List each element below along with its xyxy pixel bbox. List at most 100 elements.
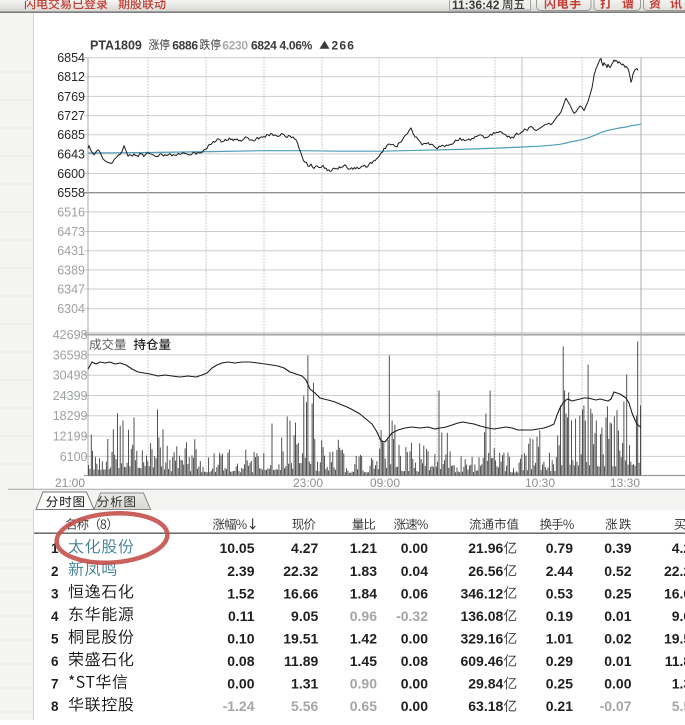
svg-text:1.31: 1.31 [291, 676, 318, 692]
svg-text:5: 5 [51, 632, 59, 647]
svg-text:22.32: 22.32 [283, 563, 318, 579]
svg-text:21.96: 21.96 [468, 540, 503, 556]
svg-text:0.96: 0.96 [350, 608, 377, 624]
svg-text:1.45: 1.45 [350, 653, 377, 669]
svg-text:0.02: 0.02 [604, 631, 631, 647]
svg-text:4: 4 [51, 609, 59, 624]
svg-text:0.53: 0.53 [546, 585, 573, 601]
svg-text:4.27: 4.27 [672, 540, 685, 556]
svg-text:1.31: 1.31 [672, 676, 685, 692]
svg-text:6: 6 [51, 654, 59, 669]
svg-text:0.08: 0.08 [401, 653, 428, 669]
svg-text:0.06: 0.06 [401, 585, 428, 601]
svg-text:-0.32: -0.32 [396, 608, 428, 624]
svg-text:0.25: 0.25 [604, 585, 631, 601]
svg-text:5.55: 5.55 [672, 698, 685, 714]
svg-text:1.21: 1.21 [350, 540, 377, 556]
svg-text:0.25: 0.25 [546, 676, 573, 692]
svg-text:0.65: 0.65 [350, 698, 377, 714]
svg-text:6812: 6812 [57, 70, 85, 84]
svg-text:16.66: 16.66 [283, 585, 318, 601]
svg-text:2.39: 2.39 [227, 563, 254, 579]
svg-text:1.83: 1.83 [350, 563, 377, 579]
svg-text:6769: 6769 [57, 90, 85, 104]
svg-text:13:30: 13:30 [610, 476, 640, 490]
svg-text:3: 3 [51, 586, 59, 601]
svg-text:6824: 6824 [251, 38, 277, 52]
svg-text:6389: 6389 [57, 263, 85, 277]
svg-text:6727: 6727 [57, 109, 85, 123]
svg-text:6100: 6100 [60, 450, 88, 464]
svg-text:42698: 42698 [53, 328, 88, 342]
svg-text:329.16: 329.16 [460, 631, 503, 647]
svg-text:5.56: 5.56 [291, 698, 318, 714]
svg-text:0.00: 0.00 [604, 676, 631, 692]
svg-text:0.01: 0.01 [604, 608, 631, 624]
svg-text:0.00: 0.00 [227, 676, 254, 692]
svg-text:1.01: 1.01 [546, 631, 573, 647]
svg-text:22.25: 22.25 [664, 563, 685, 579]
svg-text:6600: 6600 [57, 167, 85, 181]
svg-text:23:00: 23:00 [293, 476, 323, 490]
svg-text:36598: 36598 [53, 348, 88, 362]
svg-text:9.05: 9.05 [291, 608, 318, 624]
svg-text:6558: 6558 [57, 186, 85, 200]
svg-text:0.10: 0.10 [227, 631, 254, 647]
svg-text:18299: 18299 [53, 409, 88, 423]
svg-text:0.04: 0.04 [401, 563, 428, 579]
svg-text:-0.07: -0.07 [600, 698, 632, 714]
svg-text:10.05: 10.05 [219, 540, 254, 556]
svg-text:2.44: 2.44 [546, 563, 573, 579]
svg-text:0.00: 0.00 [401, 540, 428, 556]
svg-text:609.46: 609.46 [460, 653, 503, 669]
svg-text:6230: 6230 [222, 38, 248, 52]
svg-text:6304: 6304 [57, 302, 85, 316]
svg-text:136.08: 136.08 [460, 608, 503, 624]
svg-text:12199: 12199 [53, 430, 88, 444]
svg-text:10:30: 10:30 [525, 476, 555, 490]
svg-text:6431: 6431 [57, 244, 85, 258]
svg-text:30498: 30498 [53, 369, 88, 383]
svg-text:0.29: 0.29 [546, 653, 573, 669]
svg-text:1.42: 1.42 [350, 631, 377, 647]
svg-text:26.56: 26.56 [468, 563, 503, 579]
svg-text:11:36:42: 11:36:42 [452, 0, 500, 12]
svg-text:16.65: 16.65 [664, 585, 685, 601]
svg-text:6685: 6685 [57, 128, 85, 142]
svg-text:4.27: 4.27 [291, 540, 318, 556]
svg-text:0.08: 0.08 [227, 653, 254, 669]
svg-text:7: 7 [51, 677, 59, 692]
svg-text:0.39: 0.39 [604, 540, 631, 556]
svg-text:0.11: 0.11 [228, 608, 255, 624]
svg-text:266: 266 [332, 38, 356, 52]
svg-text:PTA1809: PTA1809 [90, 38, 142, 52]
svg-text:0.00: 0.00 [401, 676, 428, 692]
svg-text:0.90: 0.90 [350, 676, 377, 692]
svg-text:0.52: 0.52 [604, 563, 631, 579]
svg-text:6.57: 6.57 [672, 717, 685, 721]
svg-text:11.89: 11.89 [284, 653, 318, 669]
svg-text:09:00: 09:00 [370, 476, 400, 490]
svg-text:0.00: 0.00 [401, 698, 428, 714]
svg-text:19.50: 19.50 [664, 631, 685, 647]
svg-text:6643: 6643 [57, 147, 85, 161]
svg-text:2: 2 [51, 564, 59, 579]
svg-text:24399: 24399 [53, 389, 88, 403]
svg-text:29.84: 29.84 [468, 676, 503, 692]
svg-text:-1.24: -1.24 [223, 698, 255, 714]
svg-text:8: 8 [51, 699, 59, 714]
svg-text:21:00: 21:00 [55, 476, 85, 490]
svg-text:346.12: 346.12 [460, 585, 503, 601]
svg-text:6347: 6347 [57, 282, 85, 296]
svg-text:6854: 6854 [57, 51, 85, 65]
svg-text:0.01: 0.01 [604, 653, 631, 669]
svg-text:0.19: 0.19 [546, 608, 573, 624]
svg-text:6886: 6886 [172, 38, 198, 52]
svg-text:9.04: 9.04 [672, 608, 685, 624]
svg-text:4.06%: 4.06% [280, 38, 313, 52]
svg-text:6516: 6516 [57, 205, 85, 219]
svg-text:11.88: 11.88 [665, 653, 685, 669]
svg-text:6473: 6473 [57, 225, 85, 239]
svg-text:63.18: 63.18 [468, 698, 503, 714]
svg-text:-0.14: -0.14 [600, 717, 632, 721]
